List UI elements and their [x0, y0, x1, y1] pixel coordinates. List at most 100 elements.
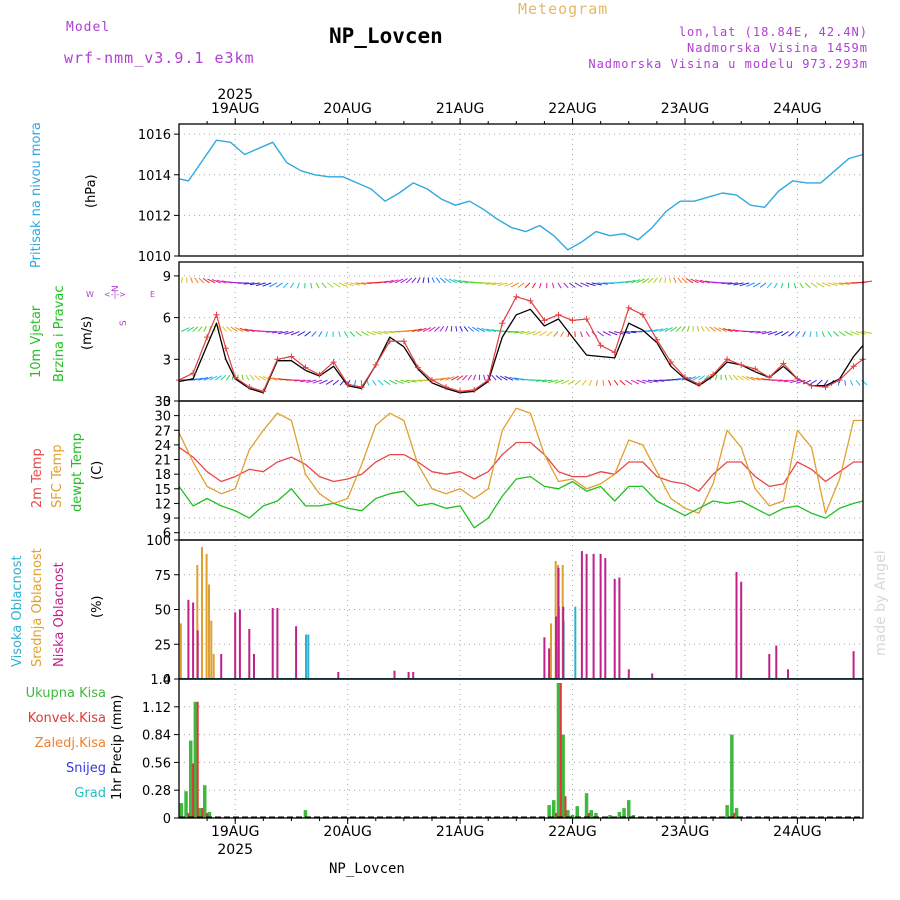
cloud-bar	[220, 654, 223, 679]
wind-arrow	[546, 331, 553, 337]
wind-gust-marker	[499, 320, 506, 327]
temp-sfc-line	[178, 407, 863, 514]
wind-arrow	[619, 280, 631, 284]
cloud-bar	[407, 672, 410, 679]
wind-arrow	[453, 279, 463, 284]
wind-arrow	[383, 379, 391, 386]
direction-key-n: N	[111, 286, 121, 292]
wind-arrow	[580, 282, 590, 287]
wind-arrow	[180, 277, 184, 283]
wind-arrow	[439, 326, 445, 332]
wind-gust-marker	[836, 377, 843, 384]
wind-speed-line	[178, 308, 864, 394]
wind-arrow	[714, 374, 718, 381]
ytick-label: 6	[163, 527, 171, 542]
cloud-bar	[557, 567, 560, 679]
wind-gust-marker	[710, 371, 717, 378]
cloud-bar	[276, 608, 279, 679]
wind-arrow	[254, 375, 261, 381]
wind-arrow	[383, 279, 394, 284]
wind-arrow	[411, 277, 417, 284]
wind-arrow	[497, 282, 508, 287]
wind-gust-marker	[780, 360, 787, 367]
wind-arrow	[789, 379, 800, 384]
cloud-bar	[210, 620, 213, 679]
wind-arrow	[440, 277, 446, 284]
wind-gust-marker	[667, 359, 674, 366]
wind-arrow	[198, 277, 205, 284]
wind-arrow	[855, 379, 861, 386]
wind-arrow	[444, 277, 452, 284]
ytick-label: 3	[163, 353, 171, 368]
bottom-day-label: 24AUG	[773, 824, 822, 840]
wind-arrow	[595, 380, 598, 386]
wind-arrow	[222, 326, 227, 332]
cloud-bar	[627, 669, 630, 679]
wind-arrow	[755, 331, 767, 334]
wind-arrow	[850, 331, 860, 336]
wind-arrow	[202, 277, 210, 284]
wind-arrow	[427, 277, 430, 283]
wind-arrow	[181, 327, 190, 332]
wind-arrow	[194, 277, 199, 284]
wind-arrow	[855, 331, 866, 335]
wind-arrow	[705, 326, 711, 332]
wind-arrow	[759, 282, 767, 288]
wind-arrow	[507, 331, 519, 333]
wind-arrow	[761, 331, 772, 335]
wind-arrow	[636, 379, 646, 384]
page-title: NP_Lovcen	[329, 24, 443, 48]
wind-arrow	[372, 379, 377, 386]
precip-bar	[187, 813, 190, 818]
cloud-bar	[651, 673, 654, 679]
panel-frame	[178, 678, 864, 819]
cloud-bar	[852, 651, 855, 679]
wind-gust-marker	[794, 375, 801, 382]
cloud-bar	[307, 634, 310, 679]
wind-gust-marker	[597, 342, 604, 349]
wind-arrow	[727, 328, 739, 332]
cloud-bar	[604, 558, 607, 679]
wind-arrow	[433, 326, 440, 332]
wind-arrow	[290, 331, 300, 336]
precip-bar	[575, 806, 579, 818]
wind-arrow	[456, 375, 464, 381]
cloud-bar	[580, 551, 583, 679]
precip-bar	[730, 734, 734, 818]
ytick-label: 1.4	[150, 673, 171, 688]
wind-arrow	[822, 282, 831, 287]
frame-layer	[178, 123, 864, 819]
wind-arrow	[225, 374, 231, 381]
wind-arrow	[849, 379, 854, 386]
wind-arrow	[773, 282, 778, 289]
wind-gust-marker	[260, 388, 267, 395]
wind-arrow	[588, 379, 593, 386]
bottom-year-label: 2025	[217, 842, 253, 858]
cloud-bar	[234, 612, 237, 679]
cloud-bar	[768, 654, 771, 679]
wind-arrow	[509, 376, 519, 381]
wind-arrow	[297, 282, 300, 289]
cloud-bar	[393, 670, 396, 679]
cloud-bar	[253, 654, 255, 679]
wind-arrow	[186, 326, 195, 332]
wind-gust-marker	[850, 363, 857, 370]
wind-arrow	[389, 331, 401, 333]
precip-bar	[559, 683, 562, 818]
wind-arrow	[249, 282, 261, 286]
wind-gust-marker	[330, 359, 337, 366]
wind-arrow	[198, 377, 209, 381]
wind-arrow	[574, 282, 583, 288]
wind-gust-marker	[372, 361, 379, 368]
wind-arrow	[343, 331, 349, 338]
wind-arrow	[827, 282, 838, 287]
wind-arrow	[491, 374, 497, 381]
precip-bar	[622, 808, 626, 818]
wind-arrow	[485, 282, 497, 285]
cloud-bar	[574, 606, 577, 679]
wind-arrow	[481, 327, 491, 332]
precip-bar	[206, 813, 209, 818]
wind-arrow	[602, 331, 611, 336]
wind-arrow	[315, 282, 320, 289]
ytick-label: 21	[154, 454, 171, 469]
